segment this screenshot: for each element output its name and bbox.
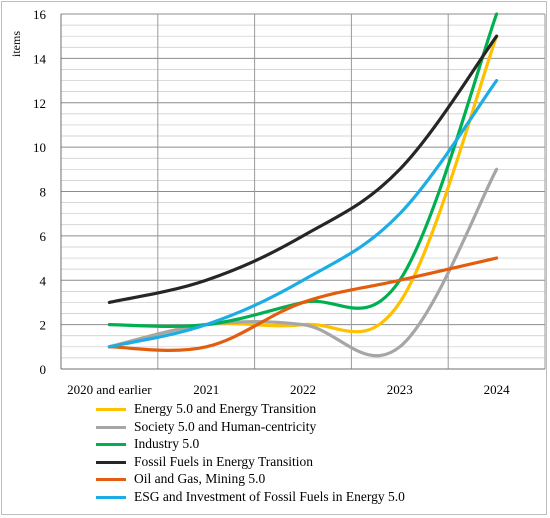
x-tick-label: 2022 [290,382,316,397]
series-line-6 [107,78,499,349]
legend-label: Society 5.0 and Human-centricity [134,418,317,434]
y-tick-label: 0 [40,362,47,377]
legend-swatch [96,495,126,499]
series-line-3 [107,12,499,328]
y-tick-label: 4 [40,273,47,288]
legend-label: ESG and Investment of Fossil Fuels in En… [134,488,405,504]
x-tick-label: 2023 [387,382,413,397]
y-tick-label: 10 [33,140,46,155]
series-line-4 [107,34,499,305]
y-tick-label: 2 [40,318,47,333]
y-tick-label: 12 [33,96,46,111]
y-tick-labels: 0 2 4 6 8 10 12 14 16 [33,7,47,377]
legend-label: Oil and Gas, Mining 5.0 [134,471,266,486]
y-axis-label: items [9,31,23,57]
legend-swatch [96,443,126,446]
y-tick-label: 8 [40,185,47,200]
x-tick-label: 2020 and earlier [67,382,152,397]
grid [60,13,546,370]
y-tick-label: 16 [33,7,47,22]
legend-swatch [96,460,126,464]
series-line-5 [107,256,499,352]
y-tick-label: 6 [40,229,47,244]
legend-swatch [96,425,126,429]
series-lines [107,12,499,358]
legend-label: Energy 5.0 and Energy Transition [134,401,317,416]
legend-swatch [96,408,126,411]
y-tick-label: 14 [33,51,47,66]
x-tick-labels: 2020 and earlier 2021 2022 2023 2024 [67,382,510,397]
legend-label: Industry 5.0 [134,436,200,451]
legend-label: Fossil Fuels in Energy Transition [134,453,314,469]
legend-swatch [96,478,126,481]
x-tick-label: 2024 [484,382,511,397]
x-tick-label: 2021 [193,382,219,397]
